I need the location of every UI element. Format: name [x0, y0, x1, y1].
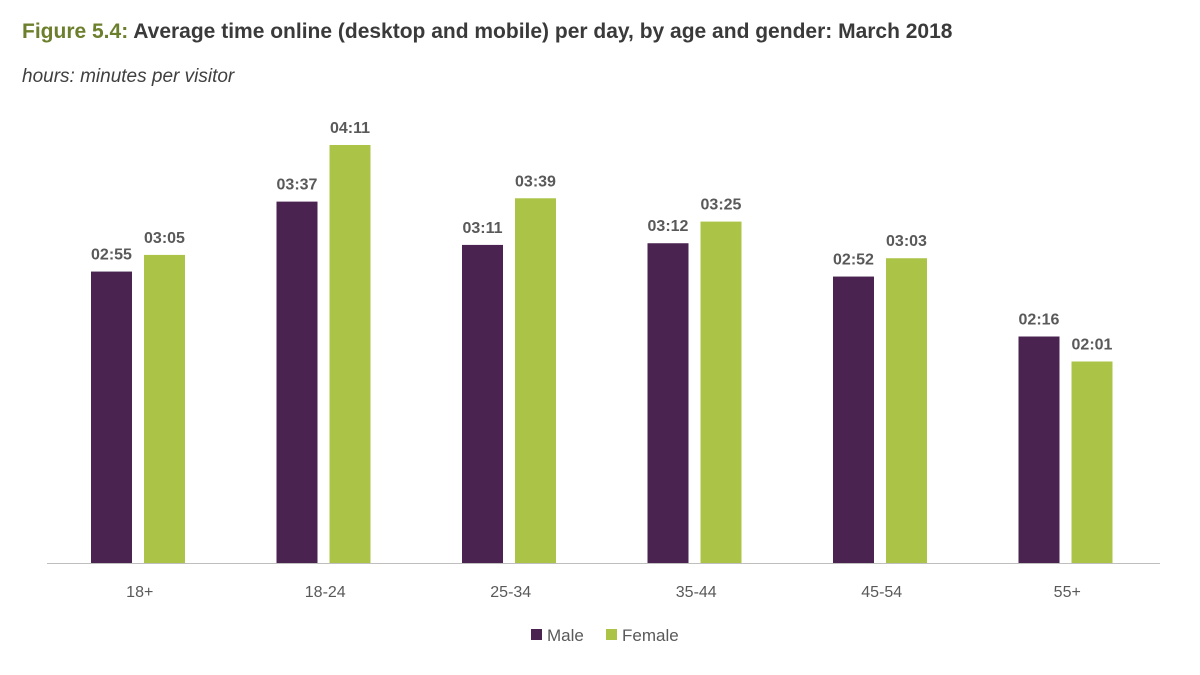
- bars-group: 02:55 03:05 03:37 04:11 03:11 03:39 03:12 03:25…: [91, 120, 1113, 563]
- legend-female-label: Female: [622, 626, 679, 645]
- data-label-female-25-34: 03:39: [515, 173, 556, 190]
- x-tick-label-18-24: 18-24: [305, 584, 346, 601]
- chart-title: Figure 5.4: Average time online (desktop…: [22, 20, 952, 44]
- x-tick-label-18+: 18+: [126, 584, 153, 601]
- x-axis-ticks: 18+ 18-24 25-34 35-44 45-54 55+: [126, 584, 1081, 601]
- figure-label: Figure 5.4:: [22, 20, 129, 43]
- bar-male-18-24: [276, 201, 318, 563]
- data-label-male-25-34: 03:11: [462, 220, 502, 237]
- legend-male-label: Male: [547, 626, 584, 645]
- chart-subtitle: hours: minutes per visitor: [22, 66, 235, 87]
- bar-female-55+: [1071, 361, 1113, 563]
- legend-male-swatch: [531, 629, 542, 640]
- legend: Male Female: [531, 626, 679, 645]
- legend-female-swatch: [606, 629, 617, 640]
- bar-female-25-34: [515, 198, 556, 563]
- bar-male-35-44: [647, 243, 689, 563]
- data-label-female-18+: 03:05: [144, 230, 185, 247]
- data-label-female-35-44: 03:25: [701, 197, 742, 214]
- bar-female-45-54: [886, 258, 927, 563]
- bar-male-55+: [1018, 336, 1060, 563]
- bar-female-18-24: [329, 144, 371, 563]
- data-label-male-55+: 02:16: [1019, 312, 1060, 329]
- data-label-female-45-54: 03:03: [886, 233, 927, 250]
- data-label-male-35-44: 03:12: [648, 218, 689, 235]
- x-tick-label-55+: 55+: [1054, 584, 1081, 601]
- x-tick-label-25-34: 25-34: [490, 584, 531, 601]
- data-label-male-18-24: 03:37: [277, 177, 318, 194]
- data-label-female-55+: 02:01: [1072, 336, 1113, 353]
- data-label-male-45-54: 02:52: [833, 252, 874, 269]
- bar-male-25-34: [462, 244, 503, 563]
- bar-female-18+: [144, 254, 185, 563]
- data-label-male-18+: 02:55: [91, 247, 132, 264]
- x-tick-label-35-44: 35-44: [676, 584, 717, 601]
- bar-male-45-54: [833, 276, 874, 563]
- bar-male-18+: [91, 271, 132, 563]
- x-tick-label-45-54: 45-54: [861, 584, 902, 601]
- bar-female-35-44: [700, 221, 742, 563]
- data-label-female-18-24: 04:11: [330, 120, 370, 137]
- title-text: Average time online (desktop and mobile)…: [128, 20, 953, 43]
